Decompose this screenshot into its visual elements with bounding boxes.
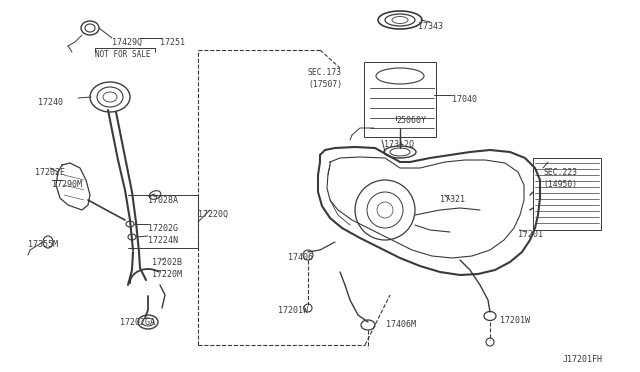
Text: 17224N: 17224N <box>148 236 178 245</box>
Text: 17220M: 17220M <box>152 270 182 279</box>
Text: 17355M: 17355M <box>28 240 58 249</box>
Text: NOT FOR SALE: NOT FOR SALE <box>95 50 150 59</box>
Text: J17201FH: J17201FH <box>563 355 603 364</box>
Text: 17040: 17040 <box>452 95 477 104</box>
Text: 17240: 17240 <box>38 98 63 107</box>
Text: 17406M: 17406M <box>386 320 416 329</box>
Text: 17220Q: 17220Q <box>198 210 228 219</box>
Text: 17290M: 17290M <box>52 180 82 189</box>
Text: 17251: 17251 <box>160 38 185 47</box>
Text: 173+2Q: 173+2Q <box>384 140 414 149</box>
Text: 17028A: 17028A <box>148 196 178 205</box>
Text: 17202G: 17202G <box>148 224 178 233</box>
Text: 17201W: 17201W <box>500 316 530 325</box>
Text: SEC.173: SEC.173 <box>308 68 342 77</box>
Text: 17202E: 17202E <box>35 168 65 177</box>
Text: SEC.223: SEC.223 <box>543 168 577 177</box>
Text: 17201W: 17201W <box>278 306 308 315</box>
Text: 25060Y: 25060Y <box>396 116 426 125</box>
Text: (14950): (14950) <box>543 180 577 189</box>
Bar <box>364 62 436 137</box>
Bar <box>533 158 601 230</box>
Text: 17406: 17406 <box>288 253 313 262</box>
Text: 17202GA: 17202GA <box>120 318 155 327</box>
Text: 17429Q: 17429Q <box>112 38 142 47</box>
Text: 17201: 17201 <box>518 230 543 239</box>
Text: (17507): (17507) <box>308 80 342 89</box>
Text: 17343: 17343 <box>418 22 443 31</box>
Text: 17321: 17321 <box>440 195 465 204</box>
Text: 17202B: 17202B <box>152 258 182 267</box>
